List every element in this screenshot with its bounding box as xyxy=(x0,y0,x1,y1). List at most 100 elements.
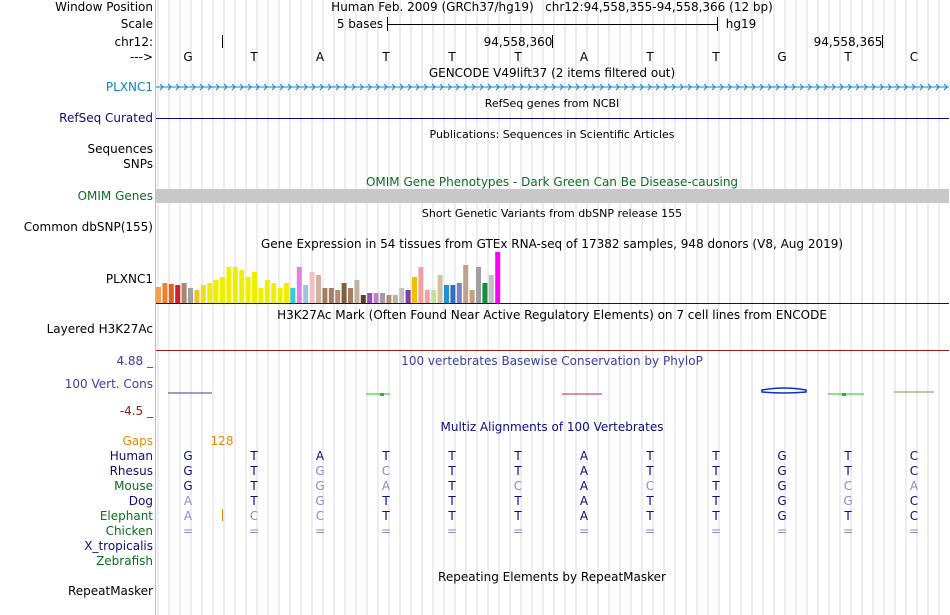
gtex-tissue-bar[interactable] xyxy=(188,288,193,303)
gtex-tissue-bar[interactable] xyxy=(226,267,232,303)
chevron-right-icon xyxy=(679,83,684,91)
chevron-right-icon xyxy=(735,83,740,91)
gtex-tissue-bar[interactable] xyxy=(424,290,430,303)
gtex-tissue-bar[interactable] xyxy=(335,290,341,303)
gtex-tissue-bar[interactable] xyxy=(284,283,289,303)
chevron-right-icon xyxy=(847,83,852,91)
dbsnp-track-title[interactable]: Short Genetic Variants from dbSNP releas… xyxy=(421,207,683,220)
alignment-base: = xyxy=(842,524,854,538)
gtex-tissue-bar[interactable] xyxy=(348,288,353,303)
chevron-right-icon xyxy=(623,83,628,91)
repeatmasker-track-title[interactable]: Repeating Elements by RepeatMasker xyxy=(438,570,666,584)
alignment-base: G xyxy=(777,509,787,523)
h3k27ac-track-title[interactable]: H3K27Ac Mark (Often Found Near Active Re… xyxy=(277,308,827,322)
phylop-track-label[interactable]: 100 Vert. Cons xyxy=(64,377,153,391)
gtex-tissue-bar[interactable] xyxy=(156,287,161,303)
alignment-base: T xyxy=(844,449,852,463)
gtex-tissue-bar[interactable] xyxy=(277,288,283,303)
gtex-tissue-bar[interactable] xyxy=(239,270,245,303)
gtex-tissue-bar[interactable] xyxy=(322,288,328,303)
multiz-track-title[interactable]: Multiz Alignments of 100 Vertebrates xyxy=(440,420,664,434)
h3k27ac-track-label[interactable]: Layered H3K27Ac xyxy=(46,322,153,336)
refseq-gene-line[interactable] xyxy=(156,118,949,119)
gtex-tissue-bar[interactable] xyxy=(476,267,481,303)
scale-assembly: hg19 xyxy=(725,17,757,31)
gtex-tissue-bar[interactable] xyxy=(495,252,501,303)
alignment-base: = xyxy=(776,524,788,538)
gtex-tissue-bar[interactable] xyxy=(373,293,379,303)
omim-track-title[interactable]: OMIM Gene Phenotypes - Dark Green Can Be… xyxy=(365,175,739,189)
gtex-tissue-bar[interactable] xyxy=(405,290,411,303)
gtex-track-title[interactable]: Gene Expression in 54 tissues from GTEx … xyxy=(260,237,844,251)
gtex-tissue-bar[interactable] xyxy=(168,284,174,303)
phylop-track-title[interactable]: 100 vertebrates Basewise Conservation by… xyxy=(401,354,703,368)
gtex-tissue-bar[interactable] xyxy=(328,288,334,303)
refseq-track-title[interactable]: RefSeq genes from NCBI xyxy=(484,97,620,110)
gtex-tissue-bar[interactable] xyxy=(444,285,449,303)
gtex-tissue-bar[interactable] xyxy=(418,267,424,303)
gtex-tissue-bar[interactable] xyxy=(175,285,181,303)
chevron-right-icon xyxy=(879,83,884,91)
gtex-tissue-bar[interactable] xyxy=(316,275,321,303)
gtex-tissue-bar[interactable] xyxy=(399,288,405,303)
publications-track-label[interactable]: Sequences xyxy=(87,142,153,156)
repeatmasker-track-label[interactable]: RepeatMasker xyxy=(67,584,153,598)
phylop-signal[interactable] xyxy=(156,380,949,400)
gtex-tissue-bar[interactable] xyxy=(309,272,315,303)
gencode-gene-feature[interactable] xyxy=(156,80,949,94)
gtex-tissue-bar[interactable] xyxy=(354,280,360,303)
gtex-tissue-bar[interactable] xyxy=(245,277,251,303)
gtex-tissue-bar[interactable] xyxy=(290,288,296,303)
gtex-tissue-bar[interactable] xyxy=(194,290,200,303)
gtex-tissue-bar[interactable] xyxy=(264,280,270,303)
alignment-base: C xyxy=(315,509,325,523)
snps-track-label[interactable]: SNPs xyxy=(123,157,153,171)
alignment-base: T xyxy=(514,494,522,508)
gtex-expression-chart[interactable] xyxy=(156,252,556,303)
gtex-tissue-bar[interactable] xyxy=(162,283,168,303)
chevron-right-icon xyxy=(799,83,804,91)
alignment-base: T xyxy=(844,464,852,478)
gtex-track-label[interactable]: PLXNC1 xyxy=(105,272,153,286)
gtex-tissue-bar[interactable] xyxy=(200,285,206,303)
gtex-tissue-bar[interactable] xyxy=(232,267,238,303)
gtex-tissue-bar[interactable] xyxy=(431,290,437,303)
gtex-tissue-bar[interactable] xyxy=(456,283,462,303)
gtex-tissue-bar[interactable] xyxy=(367,293,373,303)
chevron-right-icon xyxy=(511,83,516,91)
gtex-tissue-bar[interactable] xyxy=(360,295,366,303)
gtex-tissue-bar[interactable] xyxy=(258,288,264,303)
gtex-tissue-bar[interactable] xyxy=(220,277,225,303)
gtex-tissue-bar[interactable] xyxy=(296,267,302,303)
publications-track-title[interactable]: Publications: Sequences in Scientific Ar… xyxy=(429,128,675,141)
chevron-right-icon xyxy=(767,83,772,91)
gtex-tissue-bar[interactable] xyxy=(380,293,385,303)
gtex-tissue-bar[interactable] xyxy=(213,280,219,303)
gtex-tissue-bar[interactable] xyxy=(437,275,443,303)
chevron-right-icon xyxy=(255,83,260,91)
gtex-tissue-bar[interactable] xyxy=(252,272,257,303)
chevron-right-icon xyxy=(839,83,844,91)
gtex-tissue-bar[interactable] xyxy=(412,277,417,303)
gencode-gene-label[interactable]: PLXNC1 xyxy=(105,80,153,94)
refseq-track-label[interactable]: RefSeq Curated xyxy=(59,111,153,125)
gtex-tissue-bar[interactable] xyxy=(463,265,469,303)
gencode-track-title[interactable]: GENCODE V49lift37 (2 items filtered out) xyxy=(428,66,676,80)
gtex-tissue-bar[interactable] xyxy=(482,283,488,303)
gtex-tissue-bar[interactable] xyxy=(469,290,475,303)
omim-gene-bar[interactable] xyxy=(156,189,949,203)
gtex-tissue-bar[interactable] xyxy=(392,295,398,303)
gtex-tissue-bar[interactable] xyxy=(207,283,213,303)
dbsnp-track-label[interactable]: Common dbSNP(155) xyxy=(23,220,153,234)
gtex-tissue-bar[interactable] xyxy=(303,285,309,303)
omim-track-label[interactable]: OMIM Genes xyxy=(77,189,153,203)
gtex-tissue-bar[interactable] xyxy=(450,285,456,303)
gtex-tissue-bar[interactable] xyxy=(341,283,347,303)
gtex-tissue-bar[interactable] xyxy=(386,295,392,303)
chevron-right-icon xyxy=(919,83,924,91)
gtex-tissue-bar[interactable] xyxy=(181,283,187,303)
gtex-tissue-bar[interactable] xyxy=(271,283,277,303)
gtex-tissue-bar[interactable] xyxy=(488,275,494,303)
species-label: Chicken xyxy=(105,524,153,538)
